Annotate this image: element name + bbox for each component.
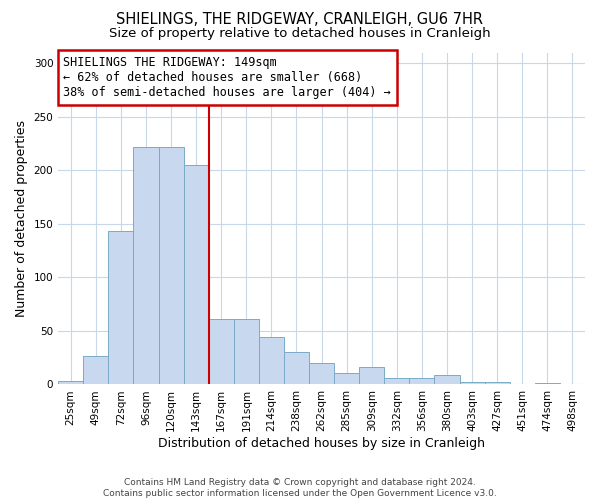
Bar: [460, 382, 485, 384]
Text: Contains HM Land Registry data © Crown copyright and database right 2024.
Contai: Contains HM Land Registry data © Crown c…: [103, 478, 497, 498]
Bar: [83, 356, 109, 384]
Text: SHIELINGS, THE RIDGEWAY, CRANLEIGH, GU6 7HR: SHIELINGS, THE RIDGEWAY, CRANLEIGH, GU6 …: [116, 12, 484, 28]
Bar: [385, 378, 409, 384]
Bar: [109, 232, 133, 384]
Bar: [434, 375, 460, 384]
Bar: [309, 363, 334, 384]
Bar: [359, 368, 385, 384]
Text: Size of property relative to detached houses in Cranleigh: Size of property relative to detached ho…: [109, 28, 491, 40]
Y-axis label: Number of detached properties: Number of detached properties: [15, 120, 28, 317]
Bar: [58, 381, 83, 384]
Bar: [409, 378, 434, 384]
Bar: [158, 146, 184, 384]
Bar: [485, 382, 510, 384]
Bar: [133, 146, 158, 384]
Bar: [284, 352, 309, 384]
Text: SHIELINGS THE RIDGEWAY: 149sqm
← 62% of detached houses are smaller (668)
38% of: SHIELINGS THE RIDGEWAY: 149sqm ← 62% of …: [64, 56, 391, 99]
Bar: [334, 372, 359, 384]
Bar: [234, 319, 259, 384]
X-axis label: Distribution of detached houses by size in Cranleigh: Distribution of detached houses by size …: [158, 437, 485, 450]
Bar: [184, 165, 209, 384]
Bar: [209, 319, 234, 384]
Bar: [259, 338, 284, 384]
